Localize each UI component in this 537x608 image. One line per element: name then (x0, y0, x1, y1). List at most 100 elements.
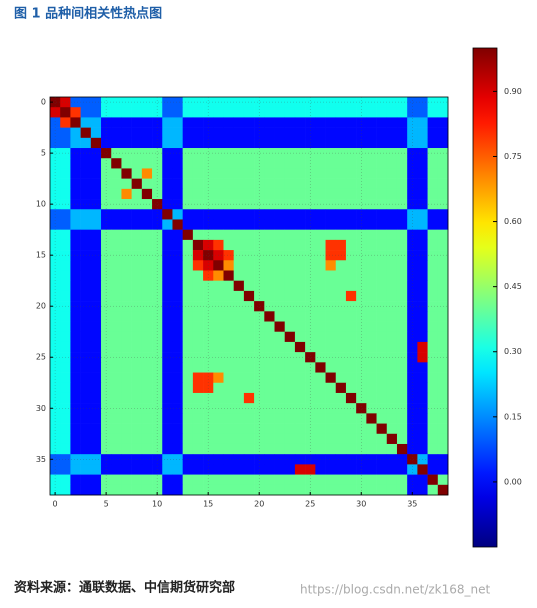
colorbar-tick-label: 0.60 (504, 217, 522, 226)
heatmap-cell (192, 290, 204, 302)
heatmap-cell (141, 443, 153, 455)
heatmap-cell (396, 484, 408, 496)
heatmap-cell (60, 484, 71, 496)
heatmap-cell (162, 239, 173, 251)
heatmap-cell (182, 117, 194, 128)
heatmap-cell (345, 372, 357, 384)
heatmap-cell (325, 311, 337, 322)
heatmap-cell (162, 117, 173, 128)
heatmap-cell (172, 229, 183, 241)
heatmap-cell (172, 464, 183, 475)
heatmap-cell (376, 464, 388, 475)
heatmap-cell (294, 290, 306, 302)
heatmap-cell (192, 250, 204, 261)
heatmap-cell (254, 443, 265, 455)
heatmap-cell (284, 250, 296, 261)
heatmap-cell (80, 382, 92, 394)
heatmap-cell (264, 229, 275, 241)
heatmap-cell (386, 117, 398, 128)
heatmap-cell (417, 107, 428, 118)
heatmap-cell (50, 321, 61, 333)
heatmap-cell (325, 413, 337, 424)
heatmap-cell (70, 372, 81, 384)
heatmap-cell (80, 311, 92, 322)
watermark: https://blog.csdn.net/zk168_net (300, 583, 491, 597)
heatmap-cell (437, 382, 449, 394)
heatmap-cell (70, 403, 81, 414)
heatmap-cell (315, 117, 326, 128)
heatmap-cell (172, 158, 183, 169)
heatmap-cell (243, 301, 255, 312)
heatmap-cell (90, 199, 102, 210)
heatmap-cell (305, 178, 316, 190)
heatmap-cell (141, 403, 153, 414)
heatmap-cell (345, 178, 357, 190)
heatmap-cell (366, 413, 377, 424)
heatmap-cell (162, 443, 173, 455)
heatmap-cell (70, 474, 81, 486)
heatmap-cell (284, 239, 296, 251)
heatmap-cell (243, 188, 255, 200)
heatmap-cell (407, 148, 418, 159)
heatmap-cell (254, 321, 265, 333)
heatmap-cell (141, 168, 153, 179)
heatmap-cell (386, 158, 398, 169)
heatmap-cell (315, 413, 326, 424)
heatmap-cell (203, 372, 214, 384)
y-tick-label: 5 (41, 149, 46, 158)
heatmap-cell (417, 270, 428, 281)
heatmap-cell (345, 352, 357, 363)
x-tick-label: 30 (356, 500, 366, 509)
heatmap-cell (376, 280, 388, 292)
heatmap-cell (90, 239, 102, 251)
heatmap-cell (335, 178, 347, 190)
heatmap-cell (223, 290, 234, 302)
heatmap-cell (315, 137, 326, 149)
heatmap-cell (90, 209, 102, 220)
heatmap-cell (213, 260, 224, 271)
heatmap-cell (294, 474, 306, 486)
heatmap-cell (223, 403, 234, 414)
heatmap-cell (50, 137, 61, 149)
heatmap-cell (111, 229, 122, 241)
heatmap-cell (131, 474, 143, 486)
heatmap-cell (141, 229, 153, 241)
heatmap-cell (284, 97, 296, 108)
heatmap-cell (254, 188, 265, 200)
heatmap-cell (315, 464, 326, 475)
heatmap-cell (111, 311, 122, 322)
heatmap-cell (60, 178, 71, 190)
heatmap-cell (437, 209, 449, 220)
plot-frame (49, 96, 449, 496)
heatmap-cell (376, 443, 388, 455)
heatmap-cell (386, 443, 398, 455)
heatmap-cell (233, 311, 245, 322)
heatmap-cell (386, 260, 398, 271)
heatmap-cell (325, 382, 337, 394)
heatmap-cell (396, 301, 408, 312)
heatmap-cell (233, 382, 245, 394)
heatmap-cell (407, 229, 418, 241)
heatmap-cell (70, 290, 81, 302)
heatmap-cell (233, 290, 245, 302)
heatmap-cell (131, 148, 143, 159)
heatmap-cell (315, 311, 326, 322)
heatmap-cell (162, 331, 173, 343)
heatmap-cell (80, 219, 92, 230)
heatmap-cell (305, 443, 316, 455)
heatmap-cell (192, 229, 204, 241)
heatmap-cell (152, 301, 163, 312)
heatmap-cell (396, 362, 408, 373)
heatmap-cell (345, 290, 357, 302)
heatmap-cell (386, 137, 398, 149)
heatmap-cell (90, 117, 102, 128)
heatmap-cell (335, 352, 347, 363)
heatmap-cell (407, 239, 418, 251)
heatmap-cell (111, 423, 122, 435)
heatmap-cell (254, 301, 265, 312)
heatmap-cell (264, 260, 275, 271)
heatmap-cell (192, 117, 204, 128)
heatmap-cell (213, 239, 224, 251)
heatmap-cell (213, 219, 224, 230)
heatmap-cell (141, 250, 153, 261)
